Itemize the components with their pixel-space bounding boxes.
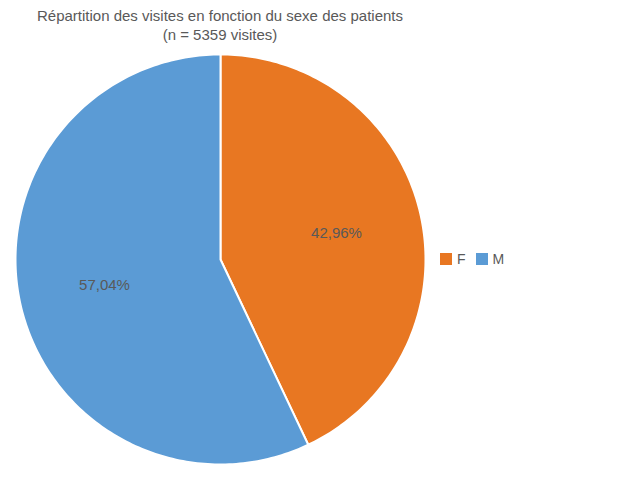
svg-text:42,96%: 42,96% (311, 224, 362, 241)
html-text:M: M (492, 251, 505, 267)
svg-text:57,04%: 57,04% (79, 276, 130, 293)
html-text:F: F (457, 251, 466, 267)
html-text:(n = 5359 visites): (n = 5359 visites) (162, 26, 278, 43)
html-text:Répartition des visites en fon: Répartition des visites en fonction du s… (37, 7, 403, 24)
